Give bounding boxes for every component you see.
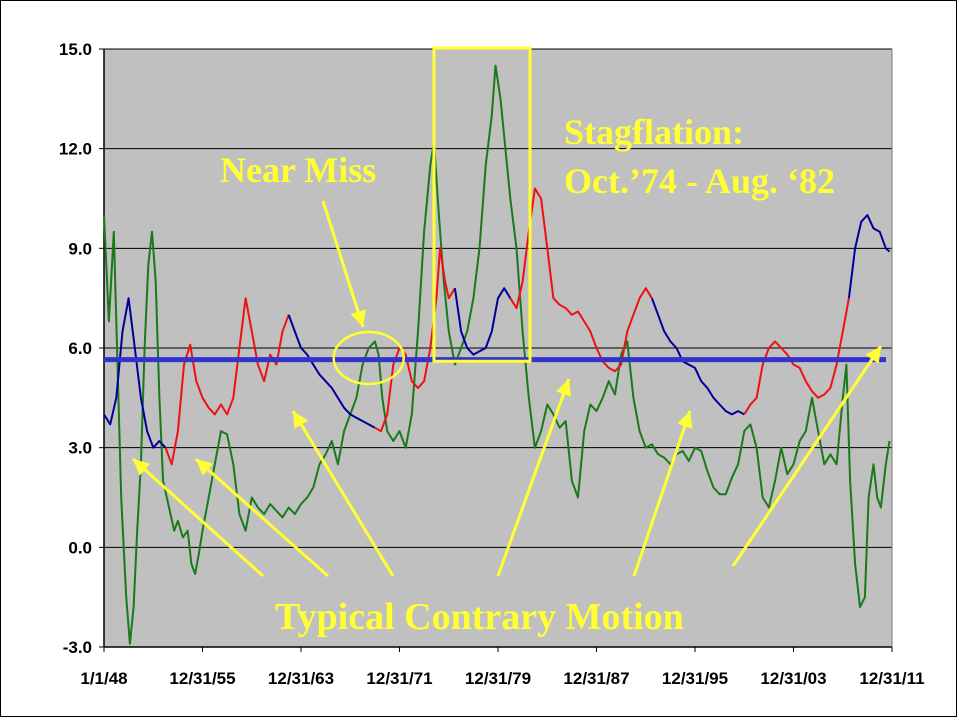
- x-tick-label: 12/31/63: [268, 669, 334, 688]
- series-line: [103, 64, 891, 645]
- arrow-shaft: [632, 410, 692, 577]
- arrow-shaft: [291, 410, 395, 577]
- y-tick-label: 6.0: [68, 339, 92, 358]
- x-axis-ticks: 1/1/48 12/31/55 12/31/63 12/31/71 12/31/79 12…: [80, 647, 925, 688]
- y-tick-label: -3.0: [63, 638, 92, 657]
- x-tick-label: 12/31/79: [465, 669, 531, 688]
- x-tick-label: 12/31/55: [169, 669, 235, 688]
- arrow-head: [677, 411, 693, 429]
- near-miss-ellipse: [332, 330, 405, 386]
- stagflation-label-line2: Oct.’74 - Aug. ‘82: [564, 161, 835, 201]
- near-miss-arrow: [321, 200, 366, 328]
- annotation-labels: Near Miss Stagflation: Oct.’74 - Aug. ‘82 T…: [220, 112, 835, 638]
- series-line: [103, 297, 167, 449]
- contrary-arrow: [632, 410, 693, 577]
- series-line: [847, 214, 891, 299]
- arrow-shaft: [195, 457, 329, 578]
- y-tick-label: 12.0: [59, 140, 92, 159]
- arrow-head: [293, 411, 309, 429]
- contrary-arrow: [496, 378, 572, 577]
- series-line: [743, 298, 850, 415]
- contrary-arrow: [131, 457, 265, 578]
- stagflation-box: [432, 46, 532, 363]
- x-tick-label: 12/31/87: [563, 669, 629, 688]
- contrary-arrow: [291, 410, 395, 577]
- contrary-arrow: [731, 345, 883, 567]
- x-tick-label: 12/31/95: [662, 669, 728, 688]
- x-tick-label: 12/31/03: [760, 669, 826, 688]
- arrow-shaft: [321, 200, 365, 328]
- y-tick-label: 15.0: [59, 40, 92, 59]
- series-group: [103, 64, 891, 645]
- arrow-shaft: [131, 457, 265, 578]
- contrary-arrow: [195, 457, 329, 578]
- arrow-shaft: [496, 378, 571, 577]
- y-tick-label: 9.0: [68, 239, 92, 258]
- arrow-head: [556, 379, 572, 397]
- annotation-overlays: [131, 46, 883, 578]
- series-line: [374, 247, 456, 433]
- x-tick-label: 1/1/48: [80, 669, 127, 688]
- series-line: [287, 314, 376, 429]
- x-tick-label: 12/31/11: [859, 669, 924, 688]
- series-line: [509, 187, 653, 373]
- arrow-shaft: [731, 345, 883, 567]
- arrow-head: [350, 309, 366, 327]
- contrary-motion-label: Typical Contrary Motion: [275, 596, 684, 638]
- series-line: [650, 297, 745, 416]
- arrow-head: [196, 459, 214, 476]
- series-line: [453, 287, 512, 356]
- arrow-head: [133, 459, 151, 476]
- y-tick-label: 3.0: [68, 439, 92, 458]
- x-tick-label: 12/31/71: [366, 669, 432, 688]
- arrow-head: [865, 346, 881, 364]
- stagflation-label-line1: Stagflation:: [564, 112, 744, 152]
- near-miss-label: Near Miss: [220, 150, 376, 190]
- y-tick-label: 0.0: [68, 538, 92, 557]
- y-axis-ticks: 15.0 12.0 9.0 6.0 3.0 0.0 -3.0: [59, 40, 104, 657]
